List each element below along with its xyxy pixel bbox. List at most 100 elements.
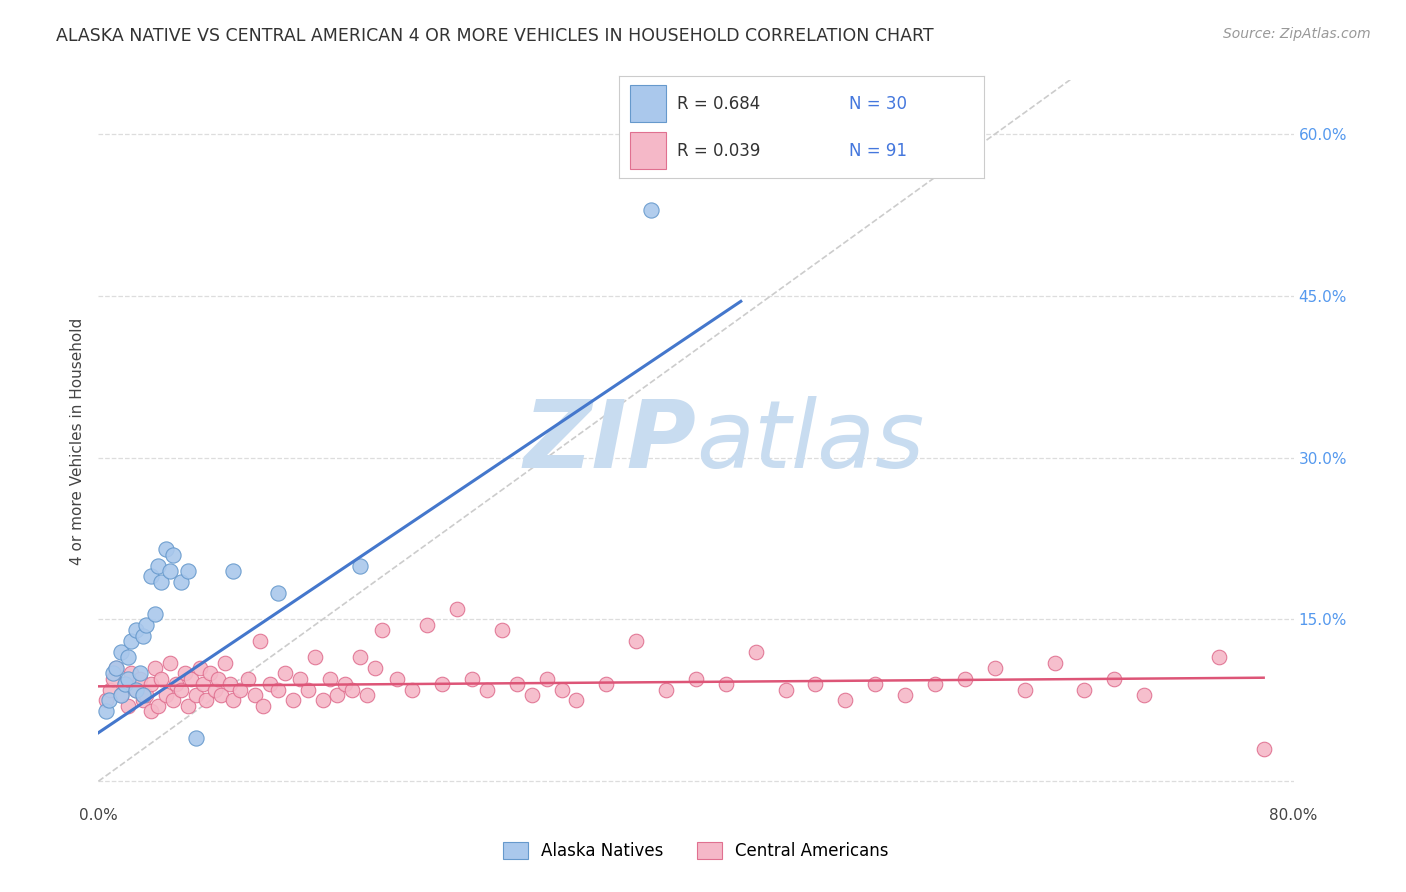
Point: [640, 202, 662, 217]
Point: [288, 672, 311, 686]
Text: Source: ZipAtlas.com: Source: ZipAtlas.com: [1223, 27, 1371, 41]
Point: [110, 688, 132, 702]
Point: [120, 666, 142, 681]
Point: [245, 688, 267, 702]
Point: [745, 645, 768, 659]
Point: [132, 629, 155, 643]
Point: [125, 624, 148, 638]
Point: [219, 677, 242, 691]
Point: [117, 698, 139, 713]
Point: [110, 645, 132, 659]
Point: [155, 542, 177, 557]
Point: [177, 564, 200, 578]
Bar: [630, 132, 666, 169]
Point: [326, 688, 349, 702]
Point: [1043, 656, 1066, 670]
Point: [139, 677, 162, 691]
Point: [491, 624, 513, 638]
Point: [1073, 682, 1095, 697]
Point: [349, 558, 371, 573]
Point: [984, 661, 1007, 675]
Point: [139, 569, 162, 583]
Point: [475, 682, 498, 697]
Point: [834, 693, 856, 707]
Point: [550, 682, 572, 697]
Point: [125, 682, 148, 697]
Point: [150, 574, 173, 589]
Point: [461, 672, 484, 686]
Point: [135, 618, 157, 632]
Point: [506, 677, 529, 691]
Point: [953, 672, 976, 686]
Point: [204, 682, 226, 697]
Point: [274, 666, 297, 681]
Text: N = 30: N = 30: [849, 95, 907, 112]
Point: [148, 698, 170, 713]
Point: [214, 656, 236, 670]
Point: [94, 693, 117, 707]
Point: [565, 693, 588, 707]
Point: [371, 624, 394, 638]
Point: [1253, 742, 1275, 756]
Point: [865, 677, 887, 691]
Point: [184, 688, 207, 702]
Point: [114, 677, 136, 691]
Point: [311, 693, 333, 707]
Point: [924, 677, 946, 691]
Point: [595, 677, 617, 691]
Point: [401, 682, 423, 697]
Point: [319, 672, 342, 686]
Point: [1208, 650, 1230, 665]
Point: [1014, 682, 1036, 697]
Point: [1133, 688, 1156, 702]
Point: [174, 666, 197, 681]
Point: [155, 688, 177, 702]
Point: [356, 688, 378, 702]
Point: [342, 682, 364, 697]
Point: [159, 656, 181, 670]
Point: [267, 682, 290, 697]
Point: [655, 682, 678, 697]
Point: [416, 618, 439, 632]
Point: [804, 677, 827, 691]
Point: [364, 661, 387, 675]
Point: [103, 666, 125, 681]
Point: [446, 601, 468, 615]
Point: [207, 672, 229, 686]
Point: [132, 693, 155, 707]
Point: [520, 688, 543, 702]
Point: [129, 672, 152, 686]
Point: [259, 677, 281, 691]
Point: [894, 688, 917, 702]
Point: [685, 672, 707, 686]
Point: [143, 607, 166, 621]
Point: [117, 650, 139, 665]
Point: [191, 677, 214, 691]
Point: [110, 688, 132, 702]
Text: atlas: atlas: [696, 396, 924, 487]
Point: [252, 698, 274, 713]
Point: [333, 677, 356, 691]
Point: [117, 672, 139, 686]
Point: [105, 661, 128, 675]
Point: [94, 704, 117, 718]
Text: R = 0.039: R = 0.039: [678, 142, 761, 160]
Point: [135, 688, 157, 702]
Point: [114, 677, 136, 691]
Point: [775, 682, 797, 697]
Point: [267, 585, 290, 599]
Point: [180, 672, 202, 686]
Point: [626, 634, 648, 648]
Point: [236, 672, 259, 686]
Point: [120, 634, 142, 648]
Text: N = 91: N = 91: [849, 142, 907, 160]
Point: [430, 677, 453, 691]
Point: [169, 574, 191, 589]
Point: [129, 666, 152, 681]
Point: [159, 564, 181, 578]
Point: [103, 672, 125, 686]
Point: [105, 661, 128, 675]
Point: [349, 650, 371, 665]
Text: ALASKA NATIVE VS CENTRAL AMERICAN 4 OR MORE VEHICLES IN HOUSEHOLD CORRELATION CH: ALASKA NATIVE VS CENTRAL AMERICAN 4 OR M…: [56, 27, 934, 45]
Legend: Alaska Natives, Central Americans: Alaska Natives, Central Americans: [496, 835, 896, 867]
